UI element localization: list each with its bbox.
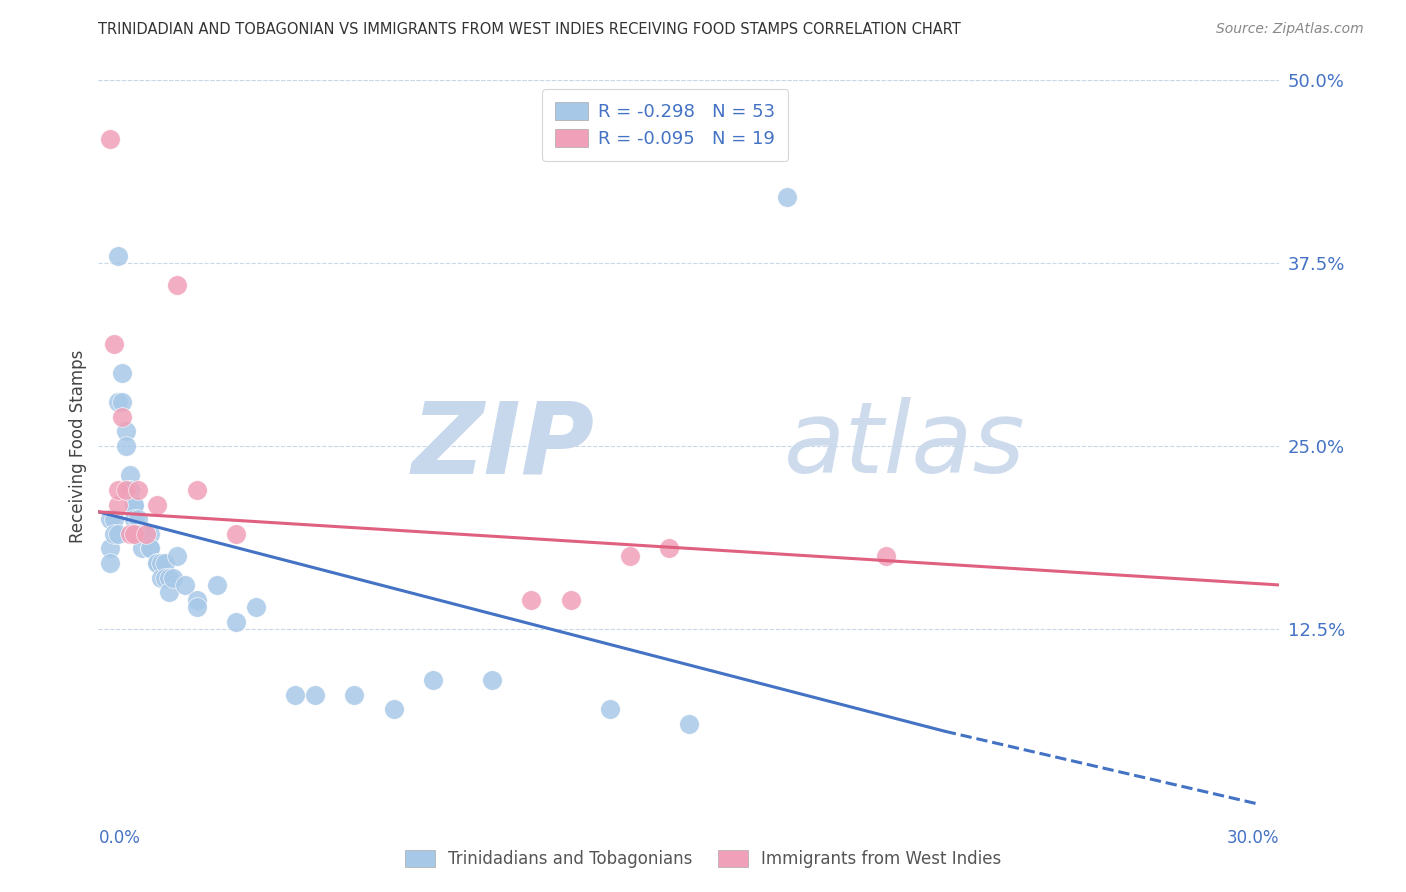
Point [481,673,503,687]
Point [118,483,141,497]
Point [115,439,138,453]
Point [127,526,149,541]
Point [157,571,180,585]
Point [103,526,125,541]
Point [150,556,173,570]
Point [146,498,169,512]
Point [186,483,208,497]
Point [135,526,157,541]
Point [875,549,897,563]
Text: TRINIDADIAN AND TOBAGONIAN VS IMMIGRANTS FROM WEST INDIES RECEIVING FOOD STAMPS : TRINIDADIAN AND TOBAGONIAN VS IMMIGRANTS… [98,22,962,37]
Point [115,425,138,439]
Point [776,190,799,204]
Point [103,336,125,351]
Y-axis label: Receiving Food Stamps: Receiving Food Stamps [69,350,87,542]
Point [98,541,121,556]
Point [122,512,145,526]
Point [166,278,188,293]
Point [111,409,134,424]
Point [138,541,160,556]
Point [422,673,444,687]
Point [146,556,169,570]
Point [150,571,173,585]
Point [157,585,180,599]
Point [284,688,307,702]
Point [382,702,405,716]
Point [131,541,153,556]
Point [118,468,141,483]
Point [107,483,129,497]
Point [107,395,129,409]
Point [135,526,157,541]
Point [111,366,134,380]
Point [225,526,247,541]
Point [118,483,141,497]
Point [135,526,157,541]
Legend: R = -0.298   N = 53, R = -0.095   N = 19: R = -0.298 N = 53, R = -0.095 N = 19 [543,89,789,161]
Point [111,395,134,409]
Point [98,132,121,146]
Point [115,483,138,497]
Point [122,526,145,541]
Point [131,526,153,541]
Point [304,688,326,702]
Point [107,498,129,512]
Point [343,688,366,702]
Point [107,526,129,541]
Point [127,526,149,541]
Point [155,571,177,585]
Point [162,571,184,585]
Point [205,578,228,592]
Point [520,592,543,607]
Point [98,556,121,570]
Point [186,599,208,614]
Text: 0.0%: 0.0% [98,829,141,847]
Point [122,498,145,512]
Point [138,526,160,541]
Point [658,541,681,556]
Point [166,549,188,563]
Point [118,526,141,541]
Point [138,541,160,556]
Text: 30.0%: 30.0% [1227,829,1279,847]
Point [599,702,621,716]
Point [127,512,149,526]
Point [225,615,247,629]
Point [127,483,149,497]
Legend: Trinidadians and Tobagonians, Immigrants from West Indies: Trinidadians and Tobagonians, Immigrants… [398,843,1008,875]
Point [560,592,582,607]
Point [619,549,641,563]
Point [103,512,125,526]
Point [122,498,145,512]
Point [678,717,700,731]
Point [155,556,177,570]
Point [146,556,169,570]
Point [107,249,129,263]
Point [186,592,208,607]
Text: Source: ZipAtlas.com: Source: ZipAtlas.com [1216,22,1364,37]
Text: ZIP: ZIP [412,398,595,494]
Text: atlas: atlas [783,398,1025,494]
Point [174,578,197,592]
Point [98,512,121,526]
Point [245,599,267,614]
